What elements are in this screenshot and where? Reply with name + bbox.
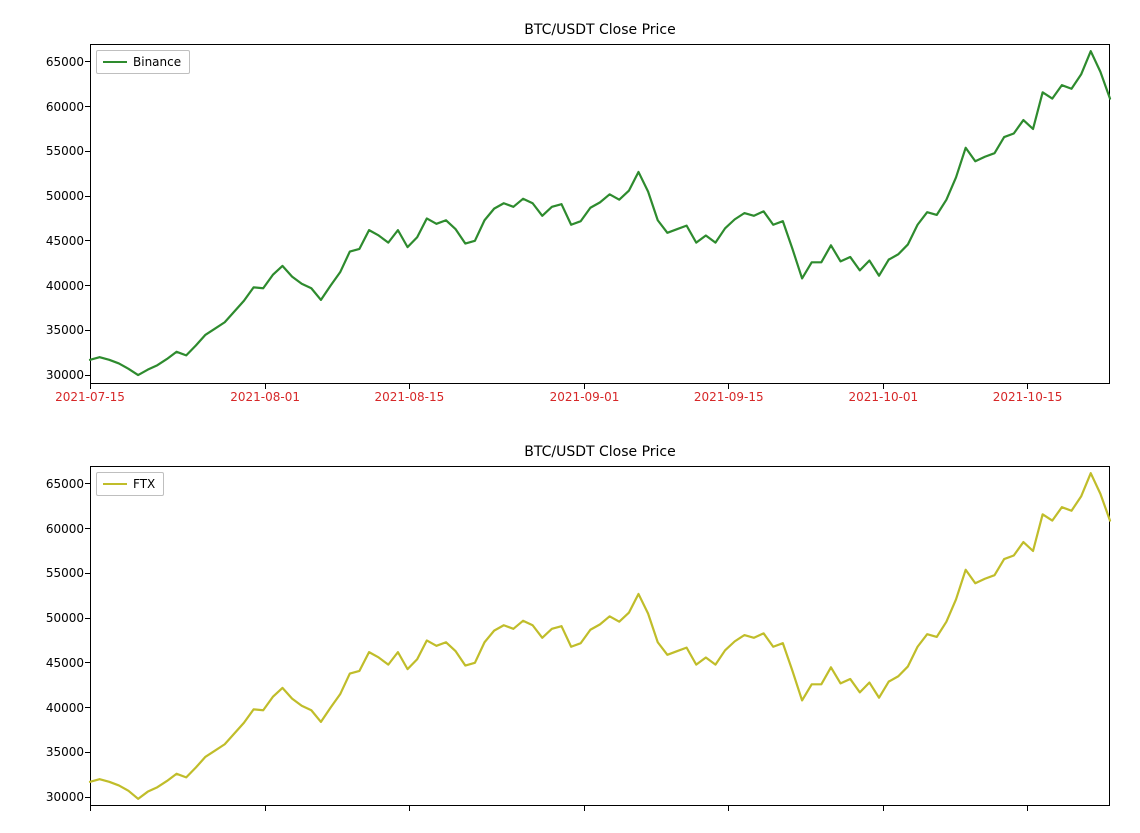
legend-swatch	[103, 61, 127, 63]
xtick-label: 2021-10-15	[993, 384, 1063, 404]
xtick-label: 2021-08-15	[375, 384, 445, 404]
figure: BTC/USDT Close Price 30000 35000 40000 45000…	[0, 0, 1140, 833]
ytick-label: 60000	[46, 100, 90, 114]
ytick-label: 60000	[46, 522, 90, 536]
chart-title: BTC/USDT Close Price	[90, 22, 1110, 38]
xtick-label: 2021-10-01	[848, 384, 918, 404]
legend: FTX	[96, 472, 164, 496]
xtick-label: 2021-09-01	[550, 384, 620, 404]
ytick-label: 50000	[46, 611, 90, 625]
ytick-label: 35000	[46, 745, 90, 759]
xtick-mark	[728, 806, 729, 811]
subplot-bottom: BTC/USDT Close Price30000350004000045000…	[90, 466, 1110, 806]
xtick-mark	[883, 806, 884, 811]
xtick-mark	[1027, 806, 1028, 811]
xtick-mark	[584, 806, 585, 811]
ytick-label: 55000	[46, 144, 90, 158]
xtick-mark	[265, 806, 266, 811]
legend-swatch	[103, 483, 127, 485]
xtick-mark	[409, 806, 410, 811]
ytick-label: 30000	[46, 790, 90, 804]
ytick-label: 40000	[46, 279, 90, 293]
xtick-mark	[90, 806, 91, 811]
line-layer	[90, 44, 1110, 384]
ytick-label: 55000	[46, 566, 90, 580]
xtick-label: 2021-08-01	[230, 384, 300, 404]
xtick-label: 2021-07-15	[55, 384, 125, 404]
legend: Binance	[96, 50, 190, 74]
series-line	[90, 51, 1110, 375]
series-line	[90, 473, 1110, 799]
ytick-label: 45000	[46, 656, 90, 670]
ytick-label: 35000	[46, 323, 90, 337]
ytick-label: 65000	[46, 477, 90, 491]
chart-title: BTC/USDT Close Price	[90, 444, 1110, 460]
xtick-label: 2021-09-15	[694, 384, 764, 404]
ytick-label: 50000	[46, 189, 90, 203]
ytick-label: 30000	[46, 368, 90, 382]
ytick-label: 65000	[46, 55, 90, 69]
subplot-top: BTC/USDT Close Price30000350004000045000…	[90, 44, 1110, 384]
ytick-label: 45000	[46, 234, 90, 248]
legend-label: FTX	[133, 477, 155, 491]
ytick-label: 40000	[46, 701, 90, 715]
legend-label: Binance	[133, 55, 181, 69]
line-layer	[90, 466, 1110, 806]
